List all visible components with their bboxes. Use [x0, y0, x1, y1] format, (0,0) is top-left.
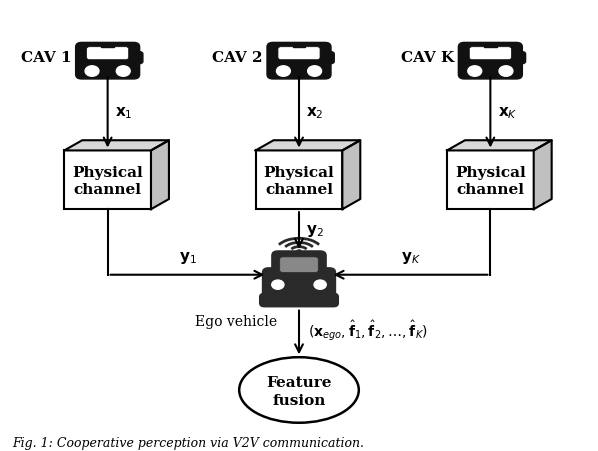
Text: $\mathbf{y}_K$: $\mathbf{y}_K$	[401, 249, 420, 265]
Bar	[102, 44, 114, 48]
FancyBboxPatch shape	[87, 48, 129, 60]
Ellipse shape	[239, 357, 359, 423]
FancyBboxPatch shape	[322, 53, 334, 64]
FancyBboxPatch shape	[469, 48, 511, 60]
FancyBboxPatch shape	[78, 53, 91, 64]
Polygon shape	[342, 141, 360, 210]
Text: Physical: Physical	[455, 166, 526, 179]
Bar	[65, 151, 151, 210]
FancyBboxPatch shape	[462, 53, 474, 64]
Circle shape	[276, 67, 291, 77]
Polygon shape	[65, 141, 169, 151]
Text: channel: channel	[265, 183, 333, 196]
FancyBboxPatch shape	[260, 294, 338, 307]
Circle shape	[499, 67, 513, 77]
FancyBboxPatch shape	[263, 268, 335, 302]
Polygon shape	[534, 141, 551, 210]
Text: CAV 1: CAV 1	[20, 51, 71, 65]
Text: $\mathbf{x}_1$: $\mathbf{x}_1$	[115, 106, 133, 121]
FancyBboxPatch shape	[272, 251, 326, 277]
Circle shape	[468, 67, 481, 77]
Circle shape	[307, 67, 322, 77]
Text: CAV K: CAV K	[401, 51, 454, 65]
Text: $(\mathbf{x}_{ego}, \hat{\mathbf{f}}_1, \hat{\mathbf{f}}_2, \ldots, \hat{\mathbf: $(\mathbf{x}_{ego}, \hat{\mathbf{f}}_1, …	[308, 318, 428, 343]
Bar	[255, 151, 342, 210]
Circle shape	[85, 67, 99, 77]
Bar	[447, 151, 533, 210]
Bar	[484, 44, 496, 48]
FancyBboxPatch shape	[131, 53, 143, 64]
Polygon shape	[151, 141, 169, 210]
FancyBboxPatch shape	[513, 53, 526, 64]
FancyBboxPatch shape	[267, 43, 331, 80]
Text: channel: channel	[74, 183, 142, 196]
Text: Physical: Physical	[72, 166, 143, 179]
Text: channel: channel	[456, 183, 524, 196]
Polygon shape	[255, 141, 360, 151]
Text: $\mathbf{y}_1$: $\mathbf{y}_1$	[179, 249, 196, 265]
Text: Feature: Feature	[266, 375, 332, 389]
Text: Ego vehicle: Ego vehicle	[195, 315, 277, 329]
Text: CAV 2: CAV 2	[212, 51, 263, 65]
FancyBboxPatch shape	[75, 43, 139, 80]
Circle shape	[116, 67, 130, 77]
FancyBboxPatch shape	[270, 53, 282, 64]
Text: Physical: Physical	[264, 166, 334, 179]
Bar	[293, 44, 305, 48]
Text: $\mathbf{x}_2$: $\mathbf{x}_2$	[306, 106, 324, 121]
Text: fusion: fusion	[272, 393, 326, 407]
Circle shape	[314, 281, 327, 290]
Circle shape	[297, 250, 301, 254]
Text: Fig. 1: Cooperative perception via V2V communication.: Fig. 1: Cooperative perception via V2V c…	[12, 436, 364, 449]
Text: $\mathbf{x}_K$: $\mathbf{x}_K$	[498, 106, 517, 121]
FancyBboxPatch shape	[280, 258, 318, 273]
Polygon shape	[447, 141, 551, 151]
FancyBboxPatch shape	[278, 48, 320, 60]
Circle shape	[271, 281, 284, 290]
Text: $\mathbf{y}_2$: $\mathbf{y}_2$	[306, 223, 324, 239]
FancyBboxPatch shape	[458, 43, 523, 80]
